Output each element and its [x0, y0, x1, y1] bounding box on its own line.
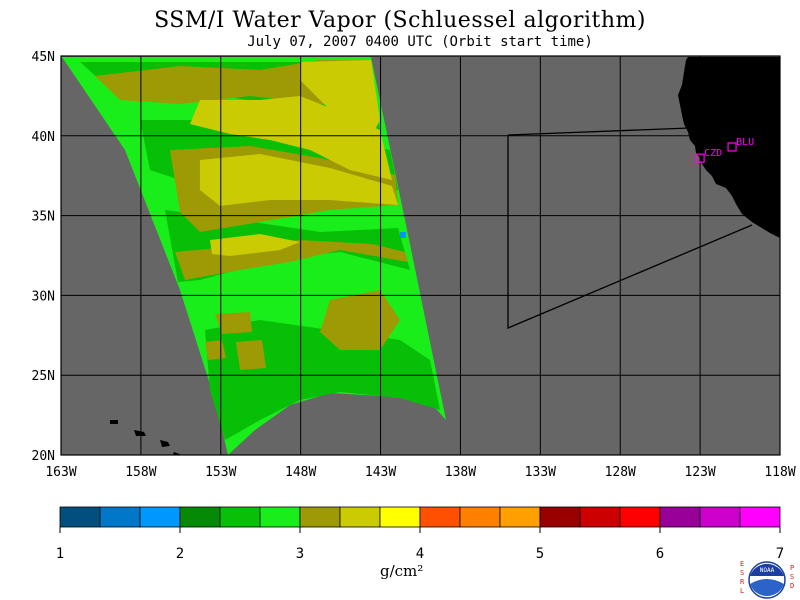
chart-title: SSM/I Water Vapor (Schluessel algorithm) — [154, 8, 646, 33]
region-top-line — [507, 127, 691, 136]
legend-tick-label: 4 — [416, 546, 424, 562]
esrl-letter: S — [740, 569, 744, 577]
psd-letters: PSD — [790, 564, 794, 590]
legend-swatch — [499, 506, 541, 528]
land-california — [678, 57, 780, 238]
lon-label: 158W — [125, 465, 156, 480]
lon-label: 138W — [445, 465, 476, 480]
legend-tick-label: 2 — [176, 546, 184, 562]
lat-label: 30N — [32, 289, 55, 304]
legend-swatch — [59, 506, 101, 528]
noaa-emblem-top — [750, 563, 784, 576]
lat-label: 20N — [32, 449, 55, 464]
land — [110, 57, 780, 455]
lat-label: 40N — [32, 130, 55, 145]
legend-swatch — [179, 506, 221, 528]
legend-tick-label: 5 — [536, 546, 544, 562]
station-label: CZD — [704, 148, 722, 159]
island-maui — [160, 440, 170, 447]
lon-label: 153W — [205, 465, 236, 480]
legend-tick-label: 6 — [656, 546, 664, 562]
longitude-labels: 163W 158W 153W 148W 143W 138W 133W 128W 123W 118W — [45, 465, 795, 480]
color-legend — [59, 506, 781, 528]
lat-label: 25N — [32, 369, 55, 384]
chart-subtitle: July 07, 2007 0400 UTC (Orbit start time… — [247, 34, 593, 50]
legend-swatch — [339, 506, 381, 528]
legend-swatch — [99, 506, 141, 528]
legend-swatch — [659, 506, 701, 528]
island-oahu — [134, 430, 146, 436]
noaa-emblem-bottom — [750, 579, 784, 597]
esrl-letter: R — [740, 578, 745, 586]
legend-swatch — [739, 506, 781, 528]
plot-area: CZD BLU — [61, 56, 780, 455]
lon-label: 148W — [285, 465, 316, 480]
psd-letter: S — [790, 573, 794, 581]
legend-swatch — [619, 506, 661, 528]
legend-swatch — [419, 506, 461, 528]
noaa-emblem-text: NOAA — [760, 567, 775, 574]
station-marker — [727, 142, 737, 152]
legend-swatch — [259, 506, 301, 528]
station-markers: CZD BLU — [695, 137, 754, 163]
satellite-swath — [62, 57, 446, 455]
esrl-letter: E — [740, 560, 744, 568]
legend-tick-label: 1 — [56, 546, 64, 562]
swath-yellow-bands — [190, 60, 398, 256]
legend-swatch — [579, 506, 621, 528]
psd-letter: P — [790, 564, 794, 572]
island-hawaii — [172, 452, 182, 455]
lon-label: 128W — [605, 465, 636, 480]
graticule — [61, 56, 780, 455]
legend-tick-label: 3 — [296, 546, 304, 562]
swath-blue-pixel — [400, 232, 406, 238]
psd-letter: D — [790, 582, 794, 590]
latitude-labels: 45N 40N 35N 30N 25N 20N — [32, 50, 55, 464]
legend-tick-labels: 1 2 3 4 5 6 7 — [56, 527, 784, 562]
region-boundary-line — [507, 135, 753, 329]
lon-label: 163W — [45, 465, 76, 480]
lon-label: 123W — [684, 465, 715, 480]
station-label: BLU — [736, 137, 754, 148]
legend-swatch — [299, 506, 341, 528]
legend-swatch — [379, 506, 421, 528]
lon-label: 143W — [365, 465, 396, 480]
legend-swatch — [219, 506, 261, 528]
lon-label: 133W — [525, 465, 556, 480]
legend-tick-label: 7 — [776, 546, 784, 562]
legend-swatch — [459, 506, 501, 528]
map-frame — [60, 55, 781, 456]
swath-olive-bands — [95, 60, 408, 370]
legend-swatch — [699, 506, 741, 528]
lat-label: 35N — [32, 210, 55, 225]
lat-label: 45N — [32, 50, 55, 65]
legend-unit-label: g/cm² — [380, 562, 424, 580]
region-outline — [507, 127, 753, 329]
station-marker — [695, 153, 705, 163]
legend-swatch — [139, 506, 181, 528]
esrl-letter: L — [740, 587, 744, 595]
lon-label: 118W — [764, 465, 795, 480]
legend-swatch — [539, 506, 581, 528]
island-kauai — [110, 420, 118, 424]
